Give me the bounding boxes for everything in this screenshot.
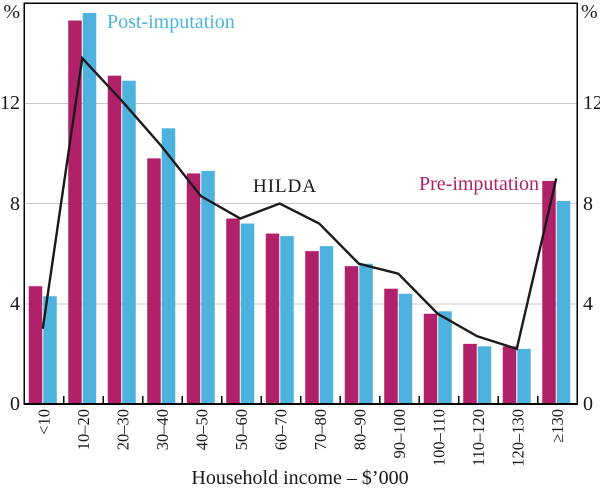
bar-post-imputation xyxy=(517,348,531,404)
x-tick-label: 70–80 xyxy=(311,409,330,450)
bar-pre-imputation xyxy=(305,251,319,404)
x-tick-label: 10–20 xyxy=(74,409,93,450)
x-tick-label: 110–120 xyxy=(469,409,488,466)
y-tick-label-right: 12 xyxy=(583,92,600,115)
x-tick-label: 50–60 xyxy=(232,409,251,450)
bar-pre-imputation xyxy=(384,288,398,404)
x-tick-label: 30–40 xyxy=(153,409,172,450)
bar-pre-imputation xyxy=(502,346,517,404)
hilda-line xyxy=(41,55,558,351)
bar-pre-imputation xyxy=(68,20,82,404)
x-axis-title: Household income – $’000 xyxy=(191,467,409,489)
bar-post-imputation xyxy=(240,223,255,404)
y-tick-label-right: 4 xyxy=(583,292,593,315)
bar-post-imputation xyxy=(82,13,97,405)
bar-pre-imputation xyxy=(344,266,359,404)
x-tick-label: 80–90 xyxy=(350,409,369,450)
y-tick-label-right: 8 xyxy=(583,192,593,215)
x-tick-label: 100–110 xyxy=(429,409,448,466)
y-axis-unit-right: % xyxy=(581,1,598,23)
bar-post-imputation xyxy=(359,263,373,404)
bar-post-imputation xyxy=(201,170,215,404)
bar-post-imputation xyxy=(438,311,452,404)
x-tick-label: 120–130 xyxy=(508,409,527,467)
line-label-hilda: HILDA xyxy=(253,176,318,197)
bar-post-imputation xyxy=(398,293,413,404)
y-tick-label-left: 8 xyxy=(10,192,20,215)
y-tick-label-left: 4 xyxy=(10,292,20,315)
bar-post-imputation xyxy=(477,346,492,404)
x-tick-label: 60–70 xyxy=(271,409,290,450)
bar-pre-imputation xyxy=(226,218,240,404)
bar-pre-imputation xyxy=(28,286,43,404)
y-axis-unit-left: % xyxy=(3,1,20,23)
bar-pre-imputation xyxy=(265,233,280,404)
bar-pre-imputation xyxy=(107,75,122,405)
legend-post-imputation: Post-imputation xyxy=(107,11,235,33)
bar-post-imputation xyxy=(122,80,136,404)
bar-post-imputation xyxy=(556,200,571,404)
bar-pre-imputation xyxy=(542,180,556,404)
x-tick-label: 40–50 xyxy=(192,409,211,450)
bar-pre-imputation xyxy=(423,313,438,404)
x-tick-label: <10 xyxy=(34,409,53,435)
bar-pre-imputation xyxy=(147,158,161,404)
legend-pre-imputation: Pre-imputation xyxy=(419,173,539,195)
x-tick-label: ≥130 xyxy=(548,409,567,443)
y-tick-label-right: 0 xyxy=(583,393,593,415)
bar-pre-imputation xyxy=(463,343,477,404)
x-tick-label: 20–30 xyxy=(113,409,132,450)
y-tick-label-left: 0 xyxy=(10,393,20,415)
bar-post-imputation xyxy=(161,128,176,404)
y-tick-label-left: 12 xyxy=(0,92,20,115)
bar-post-imputation xyxy=(280,236,294,404)
bar-post-imputation xyxy=(319,246,334,404)
bar-post-imputation xyxy=(43,296,57,404)
x-tick-label: 90–100 xyxy=(390,409,409,459)
bar-pre-imputation xyxy=(186,173,201,404)
